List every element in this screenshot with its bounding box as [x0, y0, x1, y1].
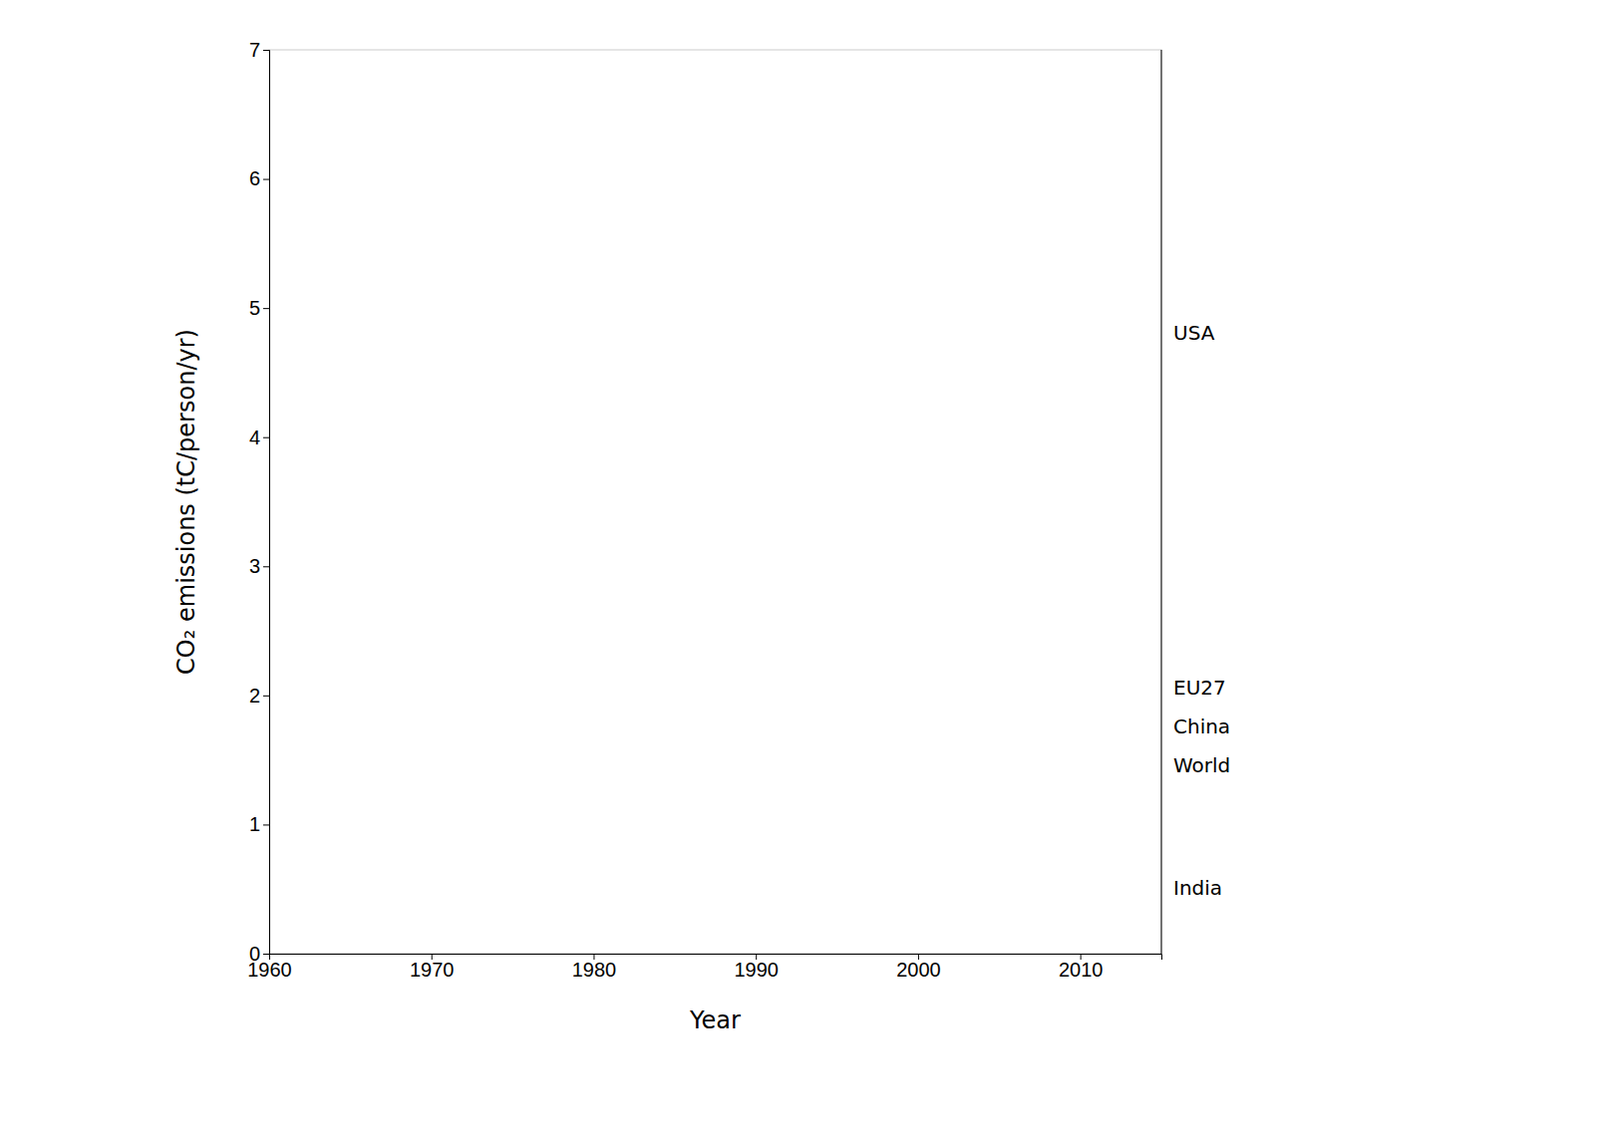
y-tick-label: 7 — [249, 38, 261, 61]
x-tick-label: 1970 — [409, 959, 455, 981]
y-tick: 0 — [249, 943, 270, 965]
y-tick-mark — [263, 954, 270, 956]
annotation: World — [1173, 753, 1231, 778]
y-axis-title: CO₂ emissions (tC/person/yr) — [172, 328, 201, 675]
annotation: USA — [1173, 320, 1216, 345]
y-tick-label: 1 — [249, 813, 261, 836]
y-tick: 2 — [249, 684, 270, 707]
y-tick: 7 — [249, 38, 270, 61]
y-axis-line — [263, 50, 271, 956]
x-axis-line — [270, 955, 1163, 961]
x-axis: 196019701980199020002010 — [247, 954, 1162, 981]
chart: 19601970198019902000201001234567YearCO₂ … — [0, 0, 1600, 1143]
y-tick-mark — [263, 695, 270, 697]
x-tick: 1990 — [733, 954, 779, 981]
y-tick-label: 2 — [249, 684, 261, 707]
x-tick: 1970 — [409, 954, 455, 981]
y-tick: 6 — [249, 167, 270, 190]
y-tick: 5 — [249, 297, 270, 320]
x-tick: 2010 — [1058, 954, 1104, 981]
annotation: India — [1173, 876, 1223, 901]
annotations: USA EU27 China World India — [1173, 320, 1231, 901]
x-tick-label: 2000 — [896, 959, 942, 981]
y-tick-label: 5 — [249, 297, 261, 320]
y-axis: 0 1 2 3 4 5 6 7 — [249, 38, 271, 965]
plot-area: 19601970198019902000201001234567YearCO₂ … — [172, 38, 1231, 1035]
y-tick-mark — [263, 179, 270, 181]
plot-frame — [269, 49, 1162, 955]
y-tick: 3 — [249, 555, 270, 578]
y-tick-mark — [263, 824, 270, 826]
annotation: China — [1173, 714, 1231, 739]
y-tick-mark — [263, 566, 270, 568]
y-tick-mark — [263, 49, 270, 51]
y-tick-label: 3 — [249, 555, 261, 578]
y-tick-label: 0 — [249, 943, 261, 965]
x-axis-title: Year — [688, 1006, 741, 1035]
x-tick-label: 2010 — [1058, 959, 1104, 981]
x-tick-label: 1990 — [733, 959, 779, 981]
y-tick-label: 4 — [249, 426, 261, 449]
right-axis-line — [1161, 49, 1163, 955]
annotation: EU27 — [1173, 675, 1227, 700]
y-tick: 1 — [249, 813, 270, 836]
y-tick-mark — [263, 308, 270, 310]
y-tick-mark — [263, 437, 270, 439]
x-tick-label: 1980 — [572, 959, 618, 981]
x-tick: 1980 — [572, 954, 618, 981]
y-tick-label: 6 — [249, 167, 261, 190]
y-tick: 4 — [249, 426, 270, 449]
x-tick: 2000 — [896, 954, 942, 981]
